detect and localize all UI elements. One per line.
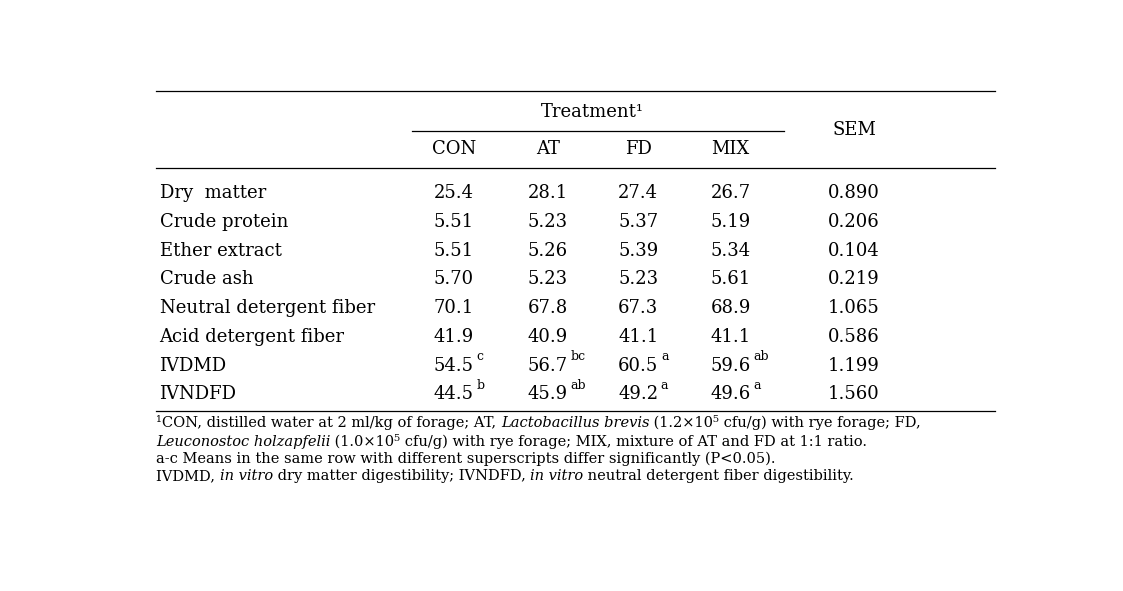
Text: 5.37: 5.37 — [618, 213, 658, 231]
Text: a: a — [661, 350, 668, 363]
Text: (1.2×10⁵ cfu/g) with rye forage; FD,: (1.2×10⁵ cfu/g) with rye forage; FD, — [649, 415, 921, 430]
Text: 41.9: 41.9 — [433, 327, 474, 346]
Text: 49.2: 49.2 — [618, 385, 658, 404]
Text: CON: CON — [431, 140, 476, 158]
Text: 67.8: 67.8 — [528, 299, 568, 317]
Text: in vitro: in vitro — [220, 469, 273, 483]
Text: 45.9: 45.9 — [528, 385, 568, 404]
Text: Neutral detergent fiber: Neutral detergent fiber — [159, 299, 375, 317]
Text: Crude protein: Crude protein — [159, 213, 287, 231]
Text: c: c — [476, 350, 483, 363]
Text: 1.065: 1.065 — [828, 299, 880, 317]
Text: 54.5: 54.5 — [433, 357, 474, 375]
Text: ab: ab — [570, 379, 586, 392]
Text: a: a — [660, 379, 668, 392]
Text: ab: ab — [754, 350, 769, 363]
Text: Treatment¹: Treatment¹ — [540, 103, 643, 121]
Text: IVDMD,: IVDMD, — [156, 469, 220, 483]
Text: 0.219: 0.219 — [828, 270, 880, 288]
Text: 59.6: 59.6 — [711, 357, 750, 375]
Text: Ether extract: Ether extract — [159, 242, 282, 259]
Text: 0.206: 0.206 — [828, 213, 880, 231]
Text: 67.3: 67.3 — [618, 299, 658, 317]
Text: 5.70: 5.70 — [433, 270, 474, 288]
Text: 41.1: 41.1 — [711, 327, 750, 346]
Text: Lactobacillus brevis: Lactobacillus brevis — [501, 416, 649, 430]
Text: neutral detergent fiber digestibility.: neutral detergent fiber digestibility. — [584, 469, 855, 483]
Text: 56.7: 56.7 — [528, 357, 568, 375]
Text: Leuconostoc holzapfelii: Leuconostoc holzapfelii — [156, 436, 330, 449]
Text: 5.39: 5.39 — [618, 242, 658, 259]
Text: 25.4: 25.4 — [433, 184, 474, 202]
Text: Crude ash: Crude ash — [159, 270, 253, 288]
Text: 28.1: 28.1 — [528, 184, 568, 202]
Text: a: a — [754, 379, 760, 392]
Text: a‑c Means in the same row with different superscripts differ significantly (P<0.: a‑c Means in the same row with different… — [156, 452, 776, 466]
Text: 5.19: 5.19 — [711, 213, 750, 231]
Text: 70.1: 70.1 — [433, 299, 474, 317]
Text: AT: AT — [536, 140, 559, 158]
Text: 5.23: 5.23 — [528, 213, 568, 231]
Text: 68.9: 68.9 — [710, 299, 750, 317]
Text: SEM: SEM — [832, 121, 876, 139]
Text: FD: FD — [624, 140, 651, 158]
Text: 5.26: 5.26 — [528, 242, 568, 259]
Text: 41.1: 41.1 — [618, 327, 658, 346]
Text: bc: bc — [570, 350, 585, 363]
Text: 26.7: 26.7 — [711, 184, 750, 202]
Text: 5.51: 5.51 — [433, 213, 474, 231]
Text: 5.34: 5.34 — [711, 242, 750, 259]
Text: 5.23: 5.23 — [618, 270, 658, 288]
Text: Dry  matter: Dry matter — [159, 184, 266, 202]
Text: IVDMD: IVDMD — [159, 357, 227, 375]
Text: IVNDFD: IVNDFD — [159, 385, 237, 404]
Text: 0.104: 0.104 — [828, 242, 880, 259]
Text: ¹CON, distilled water at 2 ml/kg of forage; AT,: ¹CON, distilled water at 2 ml/kg of fora… — [156, 415, 501, 430]
Text: 5.61: 5.61 — [711, 270, 750, 288]
Text: (1.0×10⁵ cfu/g) with rye forage; MIX, mixture of AT and FD at 1:1 ratio.: (1.0×10⁵ cfu/g) with rye forage; MIX, mi… — [330, 434, 867, 449]
Text: 1.199: 1.199 — [828, 357, 880, 375]
Text: 40.9: 40.9 — [528, 327, 568, 346]
Text: 44.5: 44.5 — [433, 385, 474, 404]
Text: 49.6: 49.6 — [711, 385, 750, 404]
Text: 1.560: 1.560 — [828, 385, 880, 404]
Text: dry matter digestibility; IVNDFD,: dry matter digestibility; IVNDFD, — [273, 469, 530, 483]
Text: MIX: MIX — [711, 140, 749, 158]
Text: in vitro: in vitro — [530, 469, 584, 483]
Text: Acid detergent fiber: Acid detergent fiber — [159, 327, 345, 346]
Text: 0.586: 0.586 — [828, 327, 880, 346]
Text: 0.890: 0.890 — [828, 184, 880, 202]
Text: 60.5: 60.5 — [618, 357, 658, 375]
Text: 27.4: 27.4 — [618, 184, 658, 202]
Text: 5.51: 5.51 — [433, 242, 474, 259]
Text: 5.23: 5.23 — [528, 270, 568, 288]
Text: b: b — [476, 379, 484, 392]
